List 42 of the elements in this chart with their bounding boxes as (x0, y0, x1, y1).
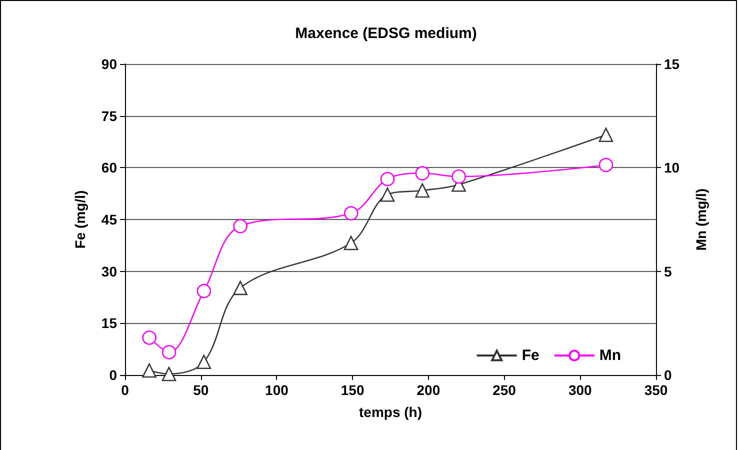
x-tick-label: 150 (340, 382, 364, 398)
x-tick-label: 350 (644, 382, 668, 398)
point (452, 169, 466, 184)
legend-label: Fe (522, 347, 540, 364)
point (233, 218, 248, 234)
x-tick-label: 250 (492, 382, 516, 398)
x-tick-label: 300 (568, 382, 592, 398)
point (196, 354, 212, 370)
x-tick-label: 200 (416, 382, 440, 398)
y-tick-label: 75 (101, 108, 118, 124)
point (196, 284, 212, 298)
x-tick-label: 0 (121, 382, 130, 398)
y2-axis-title: Mn (mg/l) (693, 188, 709, 251)
y-tick-label: 45 (101, 212, 118, 228)
y-tick-label: 90 (101, 56, 118, 72)
y-tick-label: 30 (101, 263, 118, 280)
legend-label: Mn (599, 347, 622, 364)
point (380, 172, 395, 186)
point (162, 366, 176, 382)
point (142, 363, 156, 378)
point (380, 187, 395, 202)
point (142, 330, 156, 345)
x-tick-label: 50 (193, 382, 209, 398)
point (415, 183, 430, 198)
x-tick-label: 100 (265, 382, 289, 398)
y2-tick-label: 0 (664, 367, 672, 383)
point (415, 166, 430, 180)
point (344, 206, 358, 220)
chart-title: Maxence (EDSG medium) (295, 25, 477, 42)
point (233, 280, 248, 296)
y2-tick-label: 5 (664, 263, 672, 280)
y-tick-label: 60 (101, 160, 118, 176)
y2-tick-label: 10 (664, 160, 680, 176)
y-axis-title: Fe (mg/l) (72, 190, 88, 249)
point (598, 158, 614, 172)
y-tick-label: 15 (101, 315, 118, 332)
x-axis-title: temps (h) (359, 404, 422, 420)
y2-tick-label: 15 (664, 56, 680, 72)
point (344, 236, 358, 250)
y-tick-label: 0 (109, 367, 118, 383)
point (598, 128, 614, 142)
point (162, 345, 176, 360)
